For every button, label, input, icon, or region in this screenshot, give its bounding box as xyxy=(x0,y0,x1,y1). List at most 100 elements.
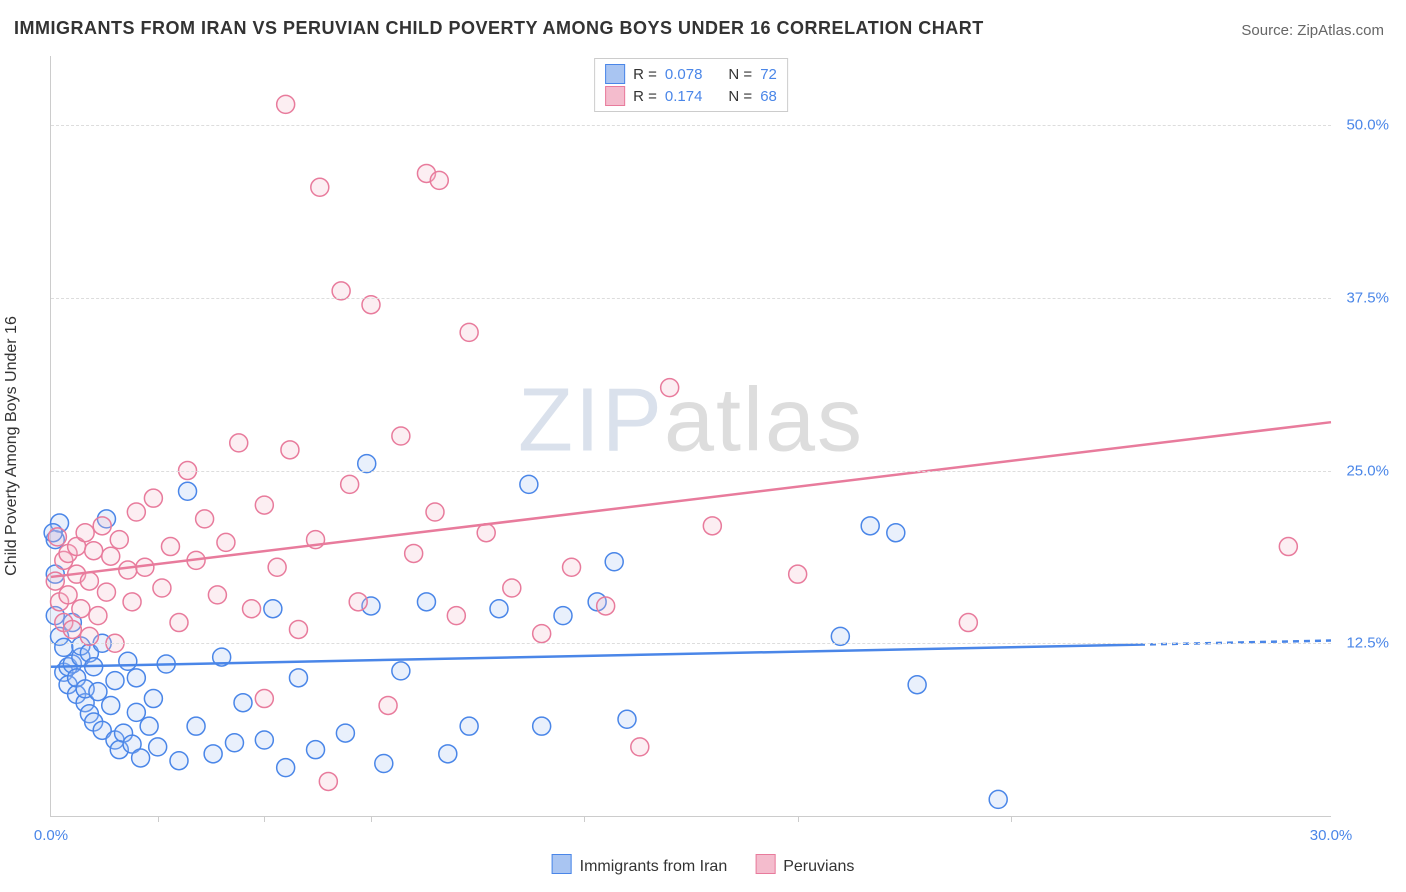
data-point-peru xyxy=(281,441,299,459)
data-point-peru xyxy=(349,593,367,611)
data-point-peru xyxy=(80,572,98,590)
y-tick-label: 25.0% xyxy=(1339,462,1389,479)
data-point-iran xyxy=(89,683,107,701)
data-point-peru xyxy=(430,171,448,189)
data-point-peru xyxy=(48,528,66,546)
y-tick-label: 37.5% xyxy=(1339,289,1389,306)
data-point-peru xyxy=(319,772,337,790)
gridline xyxy=(51,125,1331,126)
data-point-peru xyxy=(268,558,286,576)
data-point-iran xyxy=(179,482,197,500)
data-point-peru xyxy=(208,586,226,604)
data-point-iran xyxy=(187,717,205,735)
gridline xyxy=(51,298,1331,299)
data-point-peru xyxy=(277,95,295,113)
data-point-iran xyxy=(119,652,137,670)
y-axis-label: Child Poverty Among Boys Under 16 xyxy=(3,316,21,576)
data-point-peru xyxy=(563,558,581,576)
data-point-peru xyxy=(341,475,359,493)
data-point-peru xyxy=(170,614,188,632)
data-point-peru xyxy=(161,538,179,556)
data-point-iran xyxy=(908,676,926,694)
data-point-peru xyxy=(76,524,94,542)
data-point-peru xyxy=(533,625,551,643)
source-name: ZipAtlas.com xyxy=(1297,22,1384,39)
data-point-peru xyxy=(1279,538,1297,556)
data-point-peru xyxy=(789,565,807,583)
data-point-iran xyxy=(618,710,636,728)
x-tick xyxy=(1011,816,1012,822)
data-point-iran xyxy=(255,731,273,749)
data-point-iran xyxy=(861,517,879,535)
x-tick xyxy=(158,816,159,822)
data-point-iran xyxy=(605,553,623,571)
data-point-iran xyxy=(490,600,508,618)
data-point-iran xyxy=(225,734,243,752)
data-point-iran xyxy=(264,600,282,618)
data-point-peru xyxy=(661,379,679,397)
data-point-iran xyxy=(132,749,150,767)
data-point-iran xyxy=(170,752,188,770)
data-point-peru xyxy=(85,542,103,560)
data-point-peru xyxy=(63,620,81,638)
x-tick xyxy=(798,816,799,822)
data-point-peru xyxy=(119,561,137,579)
x-tick xyxy=(264,816,265,822)
x-tick-label: 0.0% xyxy=(34,827,68,844)
data-point-iran xyxy=(336,724,354,742)
data-point-peru xyxy=(460,323,478,341)
data-point-peru xyxy=(426,503,444,521)
data-point-iran xyxy=(106,672,124,690)
legend-label-peru: Peruvians xyxy=(783,858,854,875)
data-point-iran xyxy=(554,607,572,625)
data-point-peru xyxy=(703,517,721,535)
data-point-peru xyxy=(447,607,465,625)
data-point-iran xyxy=(417,593,435,611)
source-prefix: Source: xyxy=(1241,22,1297,39)
data-point-iran xyxy=(375,754,393,772)
data-point-iran xyxy=(307,741,325,759)
chart-title: IMMIGRANTS FROM IRAN VS PERUVIAN CHILD P… xyxy=(14,18,984,39)
data-point-peru xyxy=(959,614,977,632)
data-point-iran xyxy=(520,475,538,493)
data-point-iran xyxy=(204,745,222,763)
data-point-peru xyxy=(144,489,162,507)
data-point-peru xyxy=(196,510,214,528)
source-attribution: Source: ZipAtlas.com xyxy=(1241,22,1384,39)
data-point-iran xyxy=(277,759,295,777)
data-point-peru xyxy=(102,547,120,565)
data-point-iran xyxy=(127,703,145,721)
data-point-iran xyxy=(989,790,1007,808)
data-point-peru xyxy=(597,597,615,615)
data-point-peru xyxy=(379,696,397,714)
data-point-peru xyxy=(110,531,128,549)
data-point-iran xyxy=(439,745,457,763)
data-point-peru xyxy=(93,517,111,535)
data-point-peru xyxy=(477,524,495,542)
legend-label-iran: Immigrants from Iran xyxy=(580,858,728,875)
data-point-iran xyxy=(102,696,120,714)
data-point-peru xyxy=(127,503,145,521)
data-point-iran xyxy=(392,662,410,680)
data-point-peru xyxy=(503,579,521,597)
y-tick-label: 50.0% xyxy=(1339,117,1389,134)
data-point-peru xyxy=(230,434,248,452)
data-point-peru xyxy=(123,593,141,611)
data-point-iran xyxy=(533,717,551,735)
y-tick-label: 12.5% xyxy=(1339,635,1389,652)
data-point-peru xyxy=(217,533,235,551)
gridline xyxy=(51,471,1331,472)
chart-svg xyxy=(51,56,1331,816)
data-point-peru xyxy=(255,496,273,514)
data-point-iran xyxy=(289,669,307,687)
data-point-peru xyxy=(72,600,90,618)
data-point-iran xyxy=(149,738,167,756)
x-tick-label: 30.0% xyxy=(1310,827,1353,844)
data-point-peru xyxy=(631,738,649,756)
data-point-peru xyxy=(289,620,307,638)
data-point-iran xyxy=(144,690,162,708)
data-point-peru xyxy=(255,690,273,708)
swatch-iran xyxy=(552,854,572,874)
data-point-peru xyxy=(59,586,77,604)
plot-area: ZIPatlas R = 0.078 N = 72 R = 0.174 N = … xyxy=(50,56,1331,817)
